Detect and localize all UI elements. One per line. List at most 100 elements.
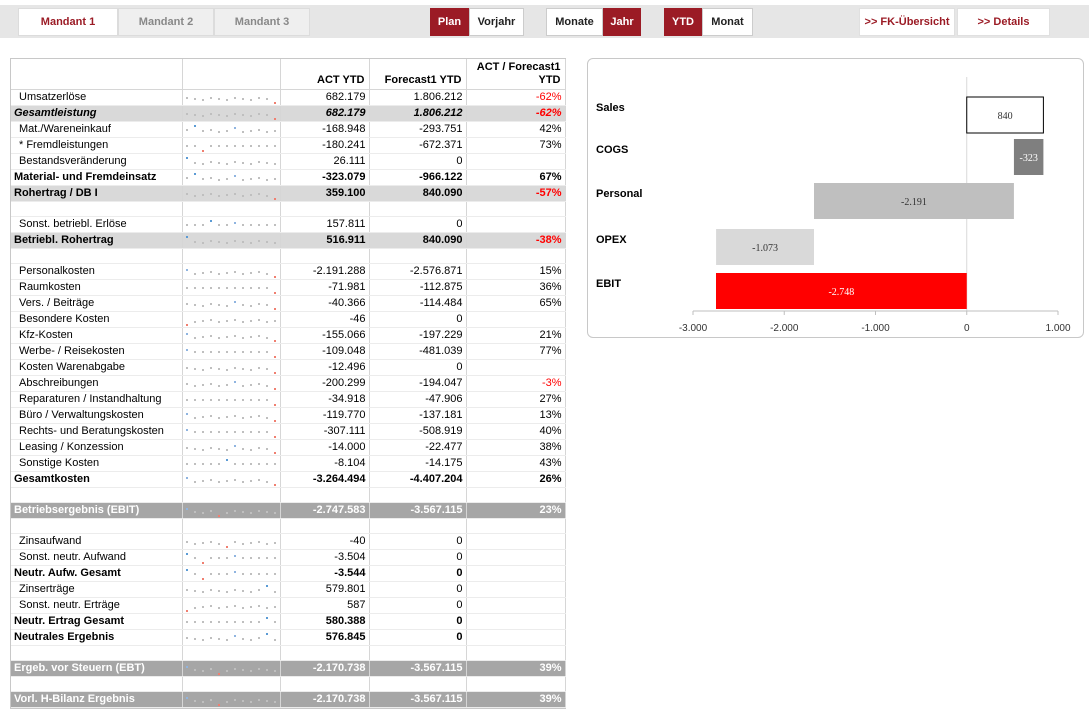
table-row: Raumkosten -71.981 -112.875 36% — [11, 279, 566, 296]
sparkline-point — [265, 398, 268, 401]
sparkline-point — [225, 458, 228, 461]
sparkline-point — [193, 113, 196, 116]
row-act-vs-forecast: -57% — [466, 185, 566, 202]
sparkline-point — [257, 334, 260, 337]
spacer-row — [11, 518, 566, 534]
row-label: Rohertrag / DB I — [11, 185, 183, 202]
row-sparkline — [182, 248, 281, 264]
header-act-ytd: ACT YTD — [280, 59, 370, 90]
sparkline-point — [193, 620, 196, 623]
plan-toggle[interactable]: Plan — [430, 8, 469, 36]
row-act-ytd: 157.811 — [280, 216, 370, 233]
sparkline-point — [201, 304, 204, 307]
table-row: Werbe- / Reisekosten -109.048 -481.039 77% — [11, 343, 566, 360]
row-act-ytd: -46 — [280, 311, 370, 328]
sparkline-point — [185, 268, 188, 271]
tab-mandant-3[interactable]: Mandant 3 — [214, 8, 310, 36]
table-row: Gesamtkosten -3.264.494 -4.407.204 26% — [11, 471, 566, 488]
sparkline-point — [257, 128, 260, 131]
bar-value-label: -323 — [1019, 153, 1037, 164]
sparkline-point — [257, 604, 260, 607]
category-label: Personal — [596, 188, 642, 200]
sparkline-point — [249, 398, 252, 401]
row-label: Personalkosten — [11, 263, 183, 280]
header-label — [11, 59, 183, 90]
sparkline-point — [225, 572, 228, 575]
sparkline-point — [185, 348, 188, 351]
sparkline-point — [241, 699, 244, 702]
sparkline-point — [249, 304, 252, 307]
sparkline-point — [193, 223, 196, 226]
row-sparkline — [182, 201, 281, 217]
header-forecast-ytd: Forecast1 YTD — [369, 59, 467, 90]
sparkline-point — [193, 699, 196, 702]
sparkline-point — [273, 319, 276, 322]
row-act-ytd: 580.388 — [280, 613, 370, 630]
sparkline-point — [201, 448, 204, 451]
fk-overview-link[interactable]: >> FK-Übersicht — [859, 8, 955, 36]
sparkline-point — [265, 97, 268, 100]
row-act-ytd: -8.104 — [280, 455, 370, 472]
row-label: Werbe- / Reisekosten — [11, 343, 183, 360]
sparkline-point — [217, 703, 220, 706]
row-act-ytd: -3.544 — [280, 565, 370, 582]
vorjahr-toggle[interactable]: Vorjahr — [469, 8, 524, 36]
sparkline-point — [241, 416, 244, 419]
row-act-vs-forecast: 77% — [466, 343, 566, 360]
sparkline-point — [265, 336, 268, 339]
sparkline-point — [265, 350, 268, 353]
sparkline-point — [201, 162, 204, 165]
sparkline-point — [249, 620, 252, 623]
sparkline-point — [185, 636, 188, 639]
sparkline-point — [209, 509, 212, 512]
jahr-toggle[interactable]: Jahr — [603, 8, 641, 36]
sparkline-point — [233, 192, 236, 195]
ytd-toggle[interactable]: YTD — [664, 8, 702, 36]
sparkline-point — [257, 192, 260, 195]
row-label: Kfz-Kosten — [11, 327, 183, 344]
sparkline-point — [217, 572, 220, 575]
row-forecast-ytd: 0 — [369, 613, 467, 630]
row-act-vs-forecast: -62% — [466, 105, 566, 122]
sparkline-point — [249, 98, 252, 101]
sparkline-point — [217, 542, 220, 545]
sparkline-point — [217, 430, 220, 433]
row-act-vs-forecast — [466, 216, 566, 233]
bar-cogs — [1013, 139, 1044, 175]
sparkline-point — [265, 699, 268, 702]
row-act-vs-forecast — [466, 565, 566, 582]
sparkline-point — [257, 350, 260, 353]
sparkline-point — [201, 177, 204, 180]
row-sparkline — [182, 89, 281, 106]
monat-toggle[interactable]: Monat — [702, 8, 753, 36]
sparkline-point — [225, 162, 228, 165]
sparkline-point — [193, 124, 196, 127]
details-link[interactable]: >> Details — [957, 8, 1050, 36]
table-row: Neutr. Ertrag Gesamt 580.388 0 — [11, 613, 566, 630]
row-label — [11, 676, 183, 692]
sparkline-point — [241, 97, 244, 100]
sparkline-point — [233, 588, 236, 591]
row-act-vs-forecast — [466, 549, 566, 566]
tab-mandant-1[interactable]: Mandant 1 — [18, 8, 118, 36]
row-act-vs-forecast: 67% — [466, 169, 566, 186]
sparkline-point — [201, 129, 204, 132]
sparkline-point — [241, 620, 244, 623]
row-label: Betriebl. Rohertrag — [11, 232, 183, 249]
sparkline-point — [185, 446, 188, 449]
sparkline-point — [193, 572, 196, 575]
sparkline-point — [225, 241, 228, 244]
sparkline-point — [273, 605, 276, 608]
sparkline-point — [233, 620, 236, 623]
sparkline-point — [233, 112, 236, 115]
sparkline-point — [273, 590, 276, 593]
row-forecast-ytd: -966.122 — [369, 169, 467, 186]
row-act-vs-forecast: 40% — [466, 423, 566, 440]
tab-mandant-2[interactable]: Mandant 2 — [118, 8, 214, 36]
monate-toggle[interactable]: Monate — [546, 8, 603, 36]
sparkline-point — [249, 415, 252, 418]
row-sparkline — [182, 613, 281, 630]
sparkline-point — [249, 448, 252, 451]
sparkline-point — [273, 291, 276, 294]
sparkline-point — [249, 430, 252, 433]
